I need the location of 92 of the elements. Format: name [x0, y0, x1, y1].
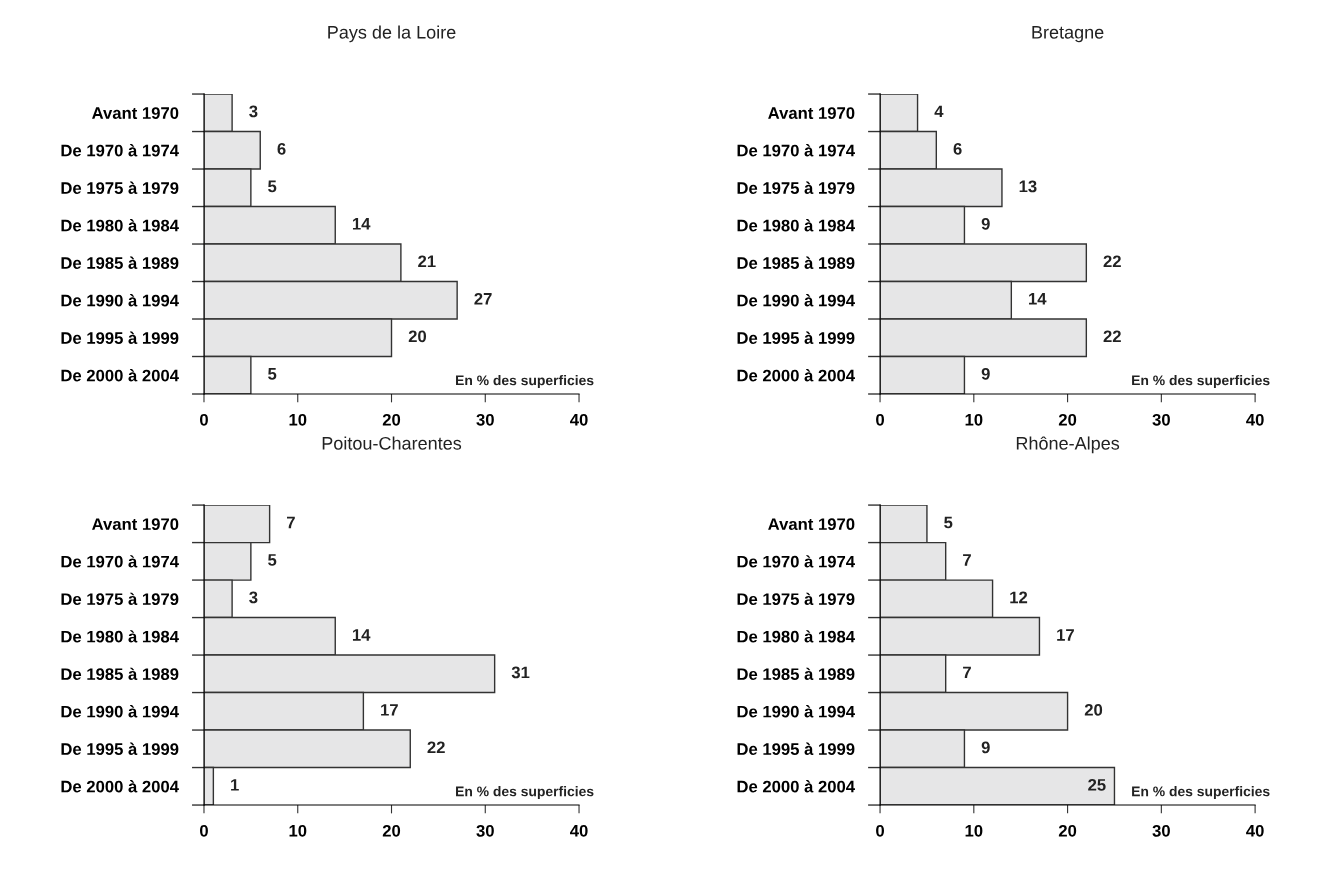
- y-tick-label: De 1975 à 1979: [737, 181, 855, 194]
- data-label: 17: [381, 704, 398, 716]
- y-tick-label: De 1980 à 1984: [737, 219, 855, 232]
- x-tick-label: 10: [289, 413, 307, 426]
- data-label: 5: [268, 554, 277, 566]
- data-label: 14: [1029, 293, 1047, 305]
- data-label: 7: [963, 554, 971, 566]
- data-label: 3: [249, 105, 258, 118]
- data-label: 9: [981, 367, 990, 380]
- y-tick-label: De 1970 à 1974: [61, 144, 179, 157]
- y-tick-label: De 1990 à 1994: [61, 705, 179, 718]
- x-tick-label: 30: [1152, 413, 1170, 426]
- y-tick-label: De 1970 à 1974: [737, 555, 855, 568]
- y-tick-label: De 1990 à 1994: [737, 294, 855, 307]
- data-label: 1: [231, 779, 239, 791]
- x-tick-label: 20: [382, 824, 401, 837]
- x-tick-label: 40: [570, 824, 588, 837]
- data-label: 20: [408, 330, 427, 343]
- y-tick-label: De 2000 à 2004: [737, 780, 855, 793]
- y-tick-label: De 1990 à 1994: [61, 294, 179, 307]
- x-tick-label: 0: [876, 824, 885, 837]
- y-tick-label: Avant 1970: [92, 518, 179, 531]
- annotation: En % des superficies: [456, 786, 594, 800]
- data-label: 3: [249, 591, 258, 604]
- data-label: 20: [1084, 703, 1103, 716]
- annotation: En % des superficies: [1132, 375, 1270, 388]
- chart-title: Poitou-Charentes: [322, 436, 462, 450]
- data-label: 22: [427, 741, 445, 754]
- data-label: 4: [934, 105, 944, 118]
- y-tick-label: De 1995 à 1999: [737, 331, 855, 344]
- y-tick-label: De 1970 à 1974: [61, 555, 179, 568]
- data-label: 22: [1103, 255, 1121, 268]
- data-label: 6: [277, 142, 286, 155]
- data-label: 12: [1010, 591, 1028, 604]
- data-label: 9: [981, 217, 990, 230]
- x-tick-label: 20: [382, 413, 401, 426]
- y-tick-label: De 1985 à 1989: [737, 667, 855, 681]
- data-label: 5: [944, 516, 953, 529]
- y-tick-label: De 1985 à 1989: [61, 667, 179, 681]
- data-label: 22: [1103, 330, 1121, 343]
- y-tick-label: De 1995 à 1999: [61, 331, 179, 344]
- x-tick-label: 20: [1058, 824, 1077, 837]
- x-tick-label: 30: [476, 824, 494, 837]
- y-tick-label: De 1975 à 1979: [737, 592, 855, 606]
- y-tick-label: De 1975 à 1979: [61, 592, 179, 606]
- y-tick-label: Avant 1970: [768, 518, 855, 531]
- data-label: 5: [268, 180, 277, 193]
- y-tick-label: De 1970 à 1974: [737, 144, 855, 157]
- x-tick-label: 0: [876, 413, 885, 426]
- chart-title: Bretagne: [1032, 26, 1104, 43]
- y-tick-label: De 2000 à 2004: [61, 369, 179, 382]
- x-tick-label: 20: [1058, 413, 1077, 426]
- data-label: 17: [1057, 629, 1074, 641]
- chart-title: Pays de la Loire: [328, 25, 456, 43]
- y-tick-label: De 1980 à 1984: [61, 219, 179, 232]
- x-tick-label: 10: [965, 824, 983, 837]
- y-tick-label: De 1980 à 1984: [737, 630, 855, 643]
- data-label: 13: [1019, 180, 1037, 193]
- data-label: 14: [352, 629, 371, 641]
- y-tick-label: De 1975 à 1979: [61, 181, 179, 194]
- data-label: 31: [511, 666, 530, 679]
- y-tick-label: De 1980 à 1984: [61, 630, 179, 643]
- data-label: 21: [418, 255, 436, 268]
- chart-title: Rhône-Alpes: [1016, 436, 1120, 454]
- y-tick-label: De 1985 à 1989: [737, 256, 855, 269]
- x-tick-label: 0: [200, 413, 208, 426]
- y-tick-label: De 2000 à 2004: [61, 780, 179, 793]
- y-tick-label: Avant 1970: [92, 107, 179, 119]
- data-label: 27: [474, 292, 492, 305]
- data-label: 7: [963, 666, 971, 679]
- x-tick-label: 40: [1246, 413, 1264, 426]
- annotation: En % des superficies: [456, 375, 594, 388]
- y-tick-label: De 1990 à 1994: [737, 705, 855, 718]
- annotation: En % des superficies: [1132, 786, 1270, 800]
- x-tick-label: 40: [570, 413, 588, 426]
- data-label: 5: [268, 368, 277, 380]
- data-label: 14: [352, 218, 371, 230]
- x-tick-label: 10: [289, 824, 307, 837]
- y-tick-label: Avant 1970: [768, 107, 855, 119]
- x-tick-label: 40: [1246, 824, 1264, 837]
- data-label: 25: [1088, 778, 1106, 791]
- y-tick-label: De 2000 à 2004: [737, 369, 855, 382]
- y-tick-label: De 1995 à 1999: [61, 742, 179, 755]
- y-tick-label: De 1985 à 1989: [61, 256, 179, 269]
- x-tick-label: 30: [476, 413, 494, 426]
- data-label: 7: [287, 516, 295, 529]
- x-tick-label: 30: [1152, 824, 1170, 837]
- data-label: 9: [981, 741, 990, 754]
- x-tick-label: 10: [965, 413, 983, 426]
- y-tick-label: De 1995 à 1999: [737, 742, 855, 755]
- x-tick-label: 0: [200, 824, 208, 837]
- data-label: 6: [953, 142, 962, 155]
